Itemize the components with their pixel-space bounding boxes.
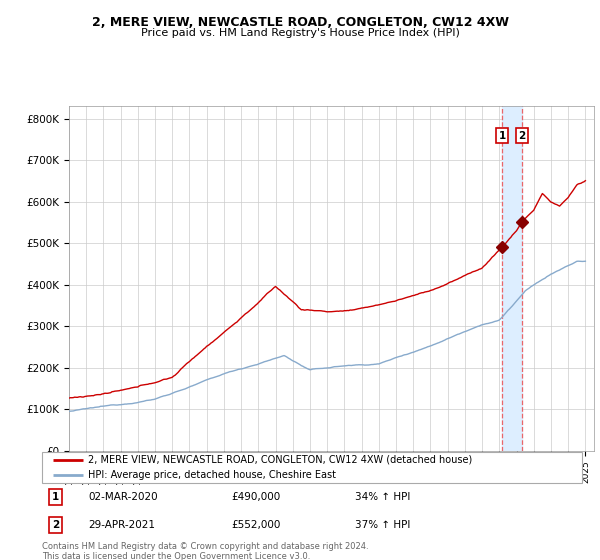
Bar — [502, 106, 522, 451]
Text: 37% ↑ HPI: 37% ↑ HPI — [355, 520, 410, 530]
Text: Contains HM Land Registry data © Crown copyright and database right 2024.
This d: Contains HM Land Registry data © Crown c… — [42, 542, 368, 560]
Text: 2: 2 — [518, 130, 526, 141]
Text: 2, MERE VIEW, NEWCASTLE ROAD, CONGLETON, CW12 4XW (detached house): 2, MERE VIEW, NEWCASTLE ROAD, CONGLETON,… — [88, 455, 472, 465]
Text: HPI: Average price, detached house, Cheshire East: HPI: Average price, detached house, Ches… — [88, 470, 336, 480]
Text: 1: 1 — [499, 130, 506, 141]
Text: 29-APR-2021: 29-APR-2021 — [88, 520, 155, 530]
Text: £490,000: £490,000 — [231, 492, 280, 502]
Text: 02-MAR-2020: 02-MAR-2020 — [88, 492, 158, 502]
Text: Price paid vs. HM Land Registry's House Price Index (HPI): Price paid vs. HM Land Registry's House … — [140, 28, 460, 38]
Text: 34% ↑ HPI: 34% ↑ HPI — [355, 492, 410, 502]
Text: 2: 2 — [52, 520, 59, 530]
Text: 1: 1 — [52, 492, 59, 502]
Text: £552,000: £552,000 — [231, 520, 280, 530]
Text: 2, MERE VIEW, NEWCASTLE ROAD, CONGLETON, CW12 4XW: 2, MERE VIEW, NEWCASTLE ROAD, CONGLETON,… — [91, 16, 509, 29]
